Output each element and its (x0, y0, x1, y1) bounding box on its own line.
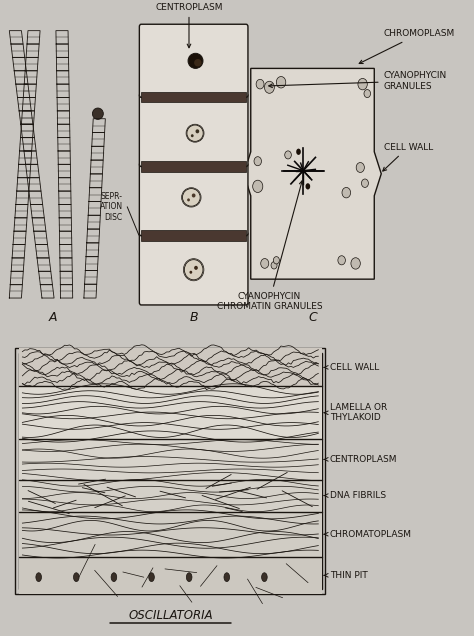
Ellipse shape (342, 188, 351, 198)
Ellipse shape (111, 573, 117, 581)
Ellipse shape (296, 149, 301, 155)
Bar (18, 439, 322, 480)
Bar (141, 92, 246, 102)
PathPatch shape (244, 69, 381, 279)
Bar (18, 557, 322, 594)
Text: CELL WALL: CELL WALL (324, 363, 379, 372)
Bar (18, 387, 322, 439)
Ellipse shape (194, 59, 201, 67)
Bar (141, 161, 246, 172)
Bar (18, 349, 322, 387)
Text: CYANOPHYCIN
GRANULES: CYANOPHYCIN GRANULES (269, 71, 447, 91)
Ellipse shape (195, 129, 199, 134)
Ellipse shape (186, 573, 192, 581)
Ellipse shape (338, 256, 346, 265)
Ellipse shape (262, 573, 267, 581)
Ellipse shape (254, 156, 262, 166)
Ellipse shape (194, 266, 198, 270)
Ellipse shape (190, 271, 192, 273)
Text: THIN PIT: THIN PIT (324, 571, 368, 580)
Text: A: A (48, 310, 57, 324)
FancyBboxPatch shape (139, 93, 248, 167)
Ellipse shape (192, 193, 195, 198)
Bar (15, 349, 325, 594)
Ellipse shape (264, 81, 274, 93)
Text: B: B (189, 310, 198, 324)
FancyBboxPatch shape (139, 24, 248, 97)
Ellipse shape (273, 256, 279, 264)
Ellipse shape (358, 78, 367, 90)
Text: CHROMOPLASM: CHROMOPLASM (359, 29, 455, 64)
Text: C: C (308, 310, 317, 324)
Text: CELL WALL: CELL WALL (383, 142, 433, 171)
Text: SEPR-
ATION
DISC: SEPR- ATION DISC (100, 192, 123, 222)
FancyBboxPatch shape (139, 232, 248, 305)
Ellipse shape (356, 163, 365, 172)
Ellipse shape (271, 261, 277, 269)
Ellipse shape (149, 573, 155, 581)
Ellipse shape (306, 183, 310, 190)
Text: CENTROPLASM: CENTROPLASM (155, 3, 223, 48)
Ellipse shape (183, 259, 204, 281)
Ellipse shape (188, 53, 203, 69)
Text: CENTROPLASM: CENTROPLASM (324, 455, 398, 464)
Ellipse shape (191, 134, 194, 137)
Ellipse shape (36, 573, 41, 581)
Ellipse shape (351, 258, 360, 269)
Ellipse shape (187, 198, 190, 202)
Ellipse shape (73, 573, 79, 581)
Ellipse shape (364, 90, 371, 97)
Ellipse shape (362, 179, 368, 188)
Bar (18, 353, 322, 590)
Ellipse shape (285, 151, 292, 159)
Text: CYANOPHYCIN
CHROMATIN GRANULES: CYANOPHYCIN CHROMATIN GRANULES (217, 181, 322, 311)
Ellipse shape (182, 188, 201, 207)
Text: CHROMATOPLASM: CHROMATOPLASM (324, 530, 412, 539)
Text: DNA FIBRILS: DNA FIBRILS (324, 491, 386, 500)
Ellipse shape (92, 108, 103, 120)
Text: LAMELLA OR
THYLAKOID: LAMELLA OR THYLAKOID (324, 403, 387, 422)
Bar (18, 480, 322, 511)
Ellipse shape (256, 80, 264, 89)
Ellipse shape (224, 573, 229, 581)
Ellipse shape (276, 76, 286, 88)
Ellipse shape (253, 180, 263, 193)
Ellipse shape (186, 124, 204, 142)
Text: OSCILLATORIA: OSCILLATORIA (128, 609, 213, 623)
Bar (18, 511, 322, 557)
Bar (141, 230, 246, 241)
Ellipse shape (261, 259, 269, 268)
FancyBboxPatch shape (139, 163, 248, 236)
